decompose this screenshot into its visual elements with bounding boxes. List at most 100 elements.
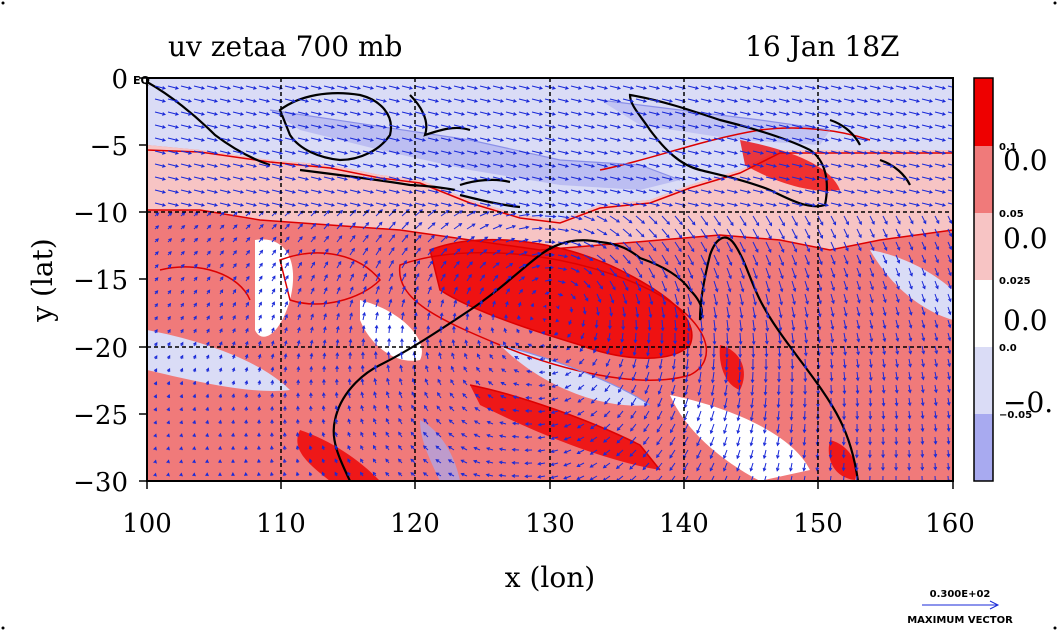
wind-vector-head — [338, 235, 343, 240]
wind-vector — [739, 189, 751, 193]
wind-vector — [440, 210, 450, 217]
wind-vector — [752, 228, 759, 239]
wind-vector-head — [271, 314, 275, 319]
wind-vector-head — [270, 379, 275, 384]
wind-vector-head — [681, 125, 687, 129]
wind-vector-head — [486, 203, 492, 207]
wind-vector-head — [941, 151, 947, 155]
wind-vector-head — [270, 340, 275, 345]
wind-vector — [763, 462, 767, 471]
wind-vector — [830, 267, 835, 278]
wind-vector — [934, 85, 946, 89]
wind-vector — [297, 249, 303, 256]
wind-vector-head — [205, 459, 209, 464]
wind-vector-head — [511, 421, 516, 426]
wind-vector — [934, 137, 946, 141]
wind-vector — [492, 249, 501, 256]
wind-vector-head — [219, 315, 223, 320]
wind-vector-head — [460, 190, 466, 194]
wind-vector-head — [603, 138, 609, 142]
wind-vector — [570, 98, 582, 102]
wind-vector-head — [179, 407, 183, 411]
wind-vector-head — [308, 418, 313, 423]
wind-vector — [685, 371, 689, 383]
wind-vector-head — [499, 164, 505, 168]
wind-vector — [739, 150, 751, 154]
wind-vector — [518, 124, 530, 128]
wind-vector — [518, 251, 528, 256]
wind-vector-head — [192, 367, 197, 372]
wind-vector-head — [659, 352, 664, 357]
wind-vector-head — [920, 415, 925, 420]
wind-vector — [869, 137, 881, 141]
wind-vector — [843, 85, 855, 89]
wind-vector — [557, 215, 569, 219]
wind-vector-head — [257, 366, 262, 371]
wind-vector-head — [179, 472, 183, 477]
wind-vector-head — [343, 177, 349, 181]
wind-vector-head — [876, 99, 882, 103]
wind-vector-head — [499, 86, 505, 90]
wind-vector — [856, 150, 868, 154]
wind-vector-head — [655, 112, 661, 116]
wind-vector-head — [395, 177, 401, 181]
wind-vector — [661, 189, 673, 193]
wind-vector-head — [424, 391, 428, 396]
wind-vector — [724, 384, 728, 396]
wind-vector — [738, 371, 741, 383]
wind-vector-head — [181, 212, 186, 216]
wind-vector — [635, 319, 637, 330]
wind-vector-head — [174, 125, 180, 129]
wind-vector-head — [629, 465, 633, 470]
wind-vector — [570, 137, 582, 141]
wind-vector-head — [564, 125, 570, 129]
wind-vector-head — [265, 177, 271, 181]
wind-vector-head — [772, 164, 778, 168]
wind-vector-head — [664, 274, 668, 279]
wind-vector-head — [565, 215, 570, 220]
wind-vector-head — [655, 177, 661, 181]
wind-vector — [778, 332, 781, 344]
wind-vector-head — [464, 352, 468, 357]
wind-vector-head — [578, 229, 583, 234]
wind-vector-head — [921, 350, 926, 355]
wind-vector-head — [356, 164, 362, 168]
wind-vector — [349, 209, 356, 217]
wind-vector-head — [291, 151, 297, 155]
wind-vector — [440, 176, 452, 180]
wind-vector-head — [701, 288, 706, 293]
wind-vector-head — [915, 164, 921, 168]
wind-vector — [596, 215, 607, 222]
wind-vector — [609, 189, 621, 193]
wind-vector — [908, 137, 920, 141]
wind-vector-head — [180, 315, 184, 320]
wind-vector — [531, 150, 543, 154]
wind-vector — [776, 449, 780, 459]
coastlines — [147, 81, 911, 481]
wind-vector-head — [683, 404, 688, 409]
wind-vector — [570, 150, 582, 154]
wind-vector-head — [271, 288, 276, 293]
wind-vector-head — [591, 387, 595, 392]
wind-vector-head — [265, 112, 271, 116]
wind-vector-head — [330, 151, 336, 155]
wind-vector — [713, 98, 725, 102]
neg-vorticity-pocket — [420, 420, 460, 481]
wind-vector-head — [244, 366, 249, 371]
wind-vector-head — [666, 234, 670, 239]
wind-vector-head — [286, 236, 290, 241]
wind-vector — [401, 260, 407, 269]
wind-vector — [414, 286, 419, 295]
wind-vector — [791, 189, 803, 193]
wind-vector-head — [257, 419, 261, 424]
wind-vector — [895, 319, 899, 329]
wind-vector — [635, 150, 647, 154]
wind-vector-head — [856, 312, 861, 317]
wind-vector-head — [296, 352, 301, 357]
wind-vector — [687, 98, 699, 102]
wind-vector-head — [590, 151, 596, 155]
wind-vector — [635, 98, 647, 102]
wind-vector-head — [749, 455, 754, 460]
wind-vector-head — [643, 428, 647, 433]
wind-vector — [479, 287, 484, 295]
